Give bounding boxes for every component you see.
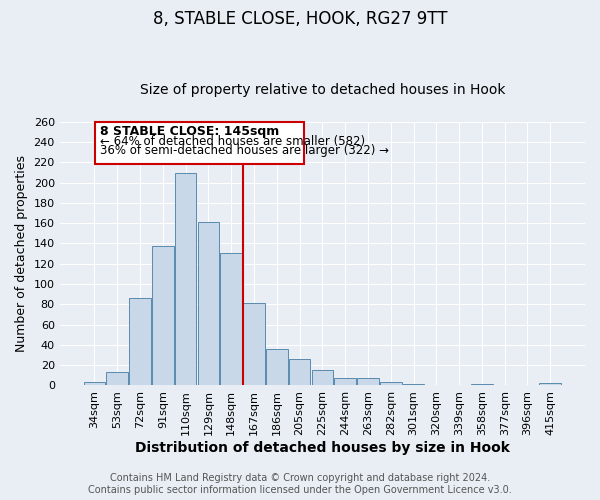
Bar [83, 382, 105, 386]
Bar [471, 384, 493, 386]
Text: ← 64% of detached houses are smaller (582): ← 64% of detached houses are smaller (58… [100, 135, 365, 148]
Title: Size of property relative to detached houses in Hook: Size of property relative to detached ho… [140, 83, 505, 97]
Bar [311, 370, 333, 386]
Text: Contains HM Land Registry data © Crown copyright and database right 2024.
Contai: Contains HM Land Registry data © Crown c… [88, 474, 512, 495]
FancyBboxPatch shape [95, 122, 304, 164]
Bar [129, 298, 151, 386]
Bar [334, 378, 356, 386]
Bar [197, 222, 219, 386]
Bar [266, 349, 287, 386]
Bar [220, 252, 242, 386]
Bar [403, 384, 424, 386]
Bar [357, 378, 379, 386]
Text: 36% of semi-detached houses are larger (322) →: 36% of semi-detached houses are larger (… [100, 144, 389, 157]
Bar [175, 174, 196, 386]
Text: 8, STABLE CLOSE, HOOK, RG27 9TT: 8, STABLE CLOSE, HOOK, RG27 9TT [153, 10, 447, 28]
Bar [152, 246, 173, 386]
Bar [106, 372, 128, 386]
X-axis label: Distribution of detached houses by size in Hook: Distribution of detached houses by size … [135, 441, 510, 455]
Y-axis label: Number of detached properties: Number of detached properties [15, 155, 28, 352]
Bar [539, 384, 561, 386]
Bar [243, 304, 265, 386]
Bar [380, 382, 401, 386]
Text: 8 STABLE CLOSE: 145sqm: 8 STABLE CLOSE: 145sqm [100, 125, 280, 138]
Bar [289, 359, 310, 386]
